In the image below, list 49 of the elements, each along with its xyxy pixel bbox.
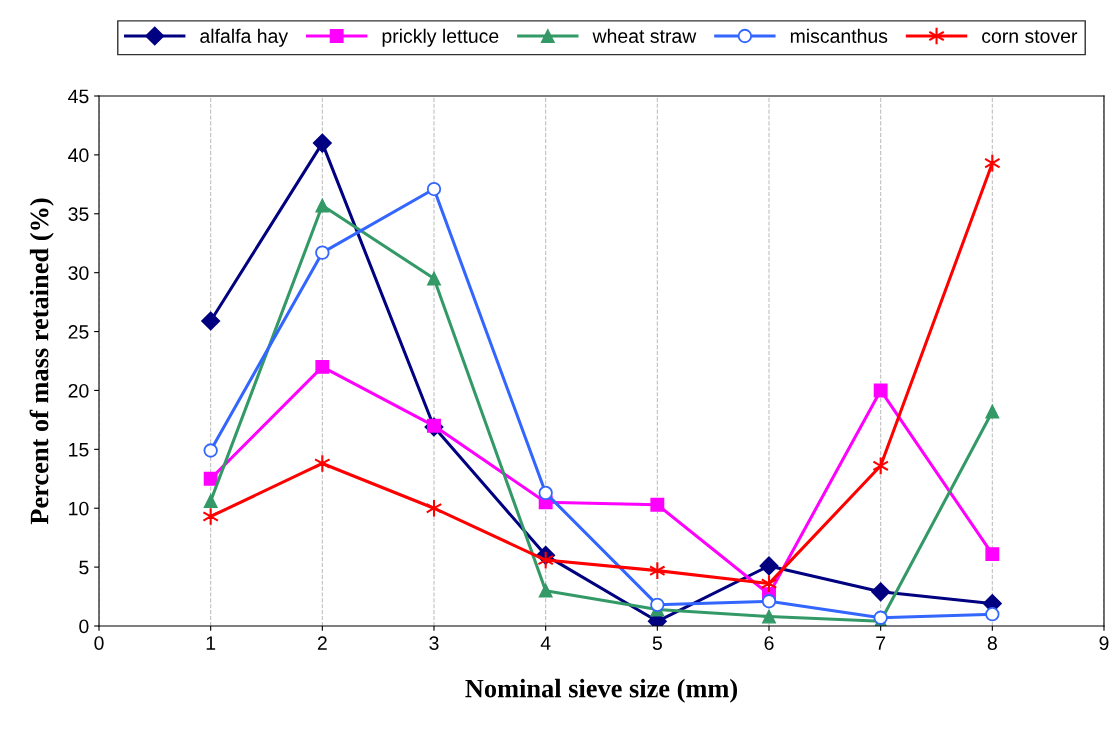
x-tick-label: 5	[652, 636, 662, 650]
point	[315, 245, 330, 260]
point	[427, 271, 441, 286]
x-tick-label: 2	[317, 636, 327, 650]
point	[315, 198, 330, 213]
point	[871, 582, 891, 602]
y-tick-label: 15	[69, 443, 89, 457]
legend-label: corn stover	[982, 30, 1078, 43]
y-tick-label: 10	[69, 501, 89, 516]
x-tick-label: 6	[764, 636, 774, 650]
point	[201, 311, 221, 331]
legend-label: alfalfa hay	[200, 28, 289, 47]
point	[203, 443, 218, 458]
x-tick-label: 3	[429, 636, 439, 650]
y-tick-label: 0	[79, 619, 89, 634]
x-tick-label: 8	[987, 636, 997, 650]
y-tick-label: 5	[79, 560, 89, 575]
y-axis-title: Percent of mass retained (%)	[29, 198, 54, 525]
x-tick-label: 0	[94, 636, 104, 650]
x-tick-label: 1	[206, 636, 216, 650]
y-tick-label: 35	[68, 207, 89, 222]
point	[762, 609, 776, 624]
x-tick-label: 7	[876, 636, 886, 650]
point	[650, 497, 665, 512]
point	[873, 383, 888, 398]
legend-label: wheat straw	[592, 28, 697, 43]
legend-label: miscanthus	[790, 28, 888, 43]
point	[315, 359, 330, 374]
point	[312, 133, 332, 153]
x-tick-label: 4	[540, 636, 551, 650]
point	[650, 597, 665, 612]
point	[985, 607, 1000, 622]
legend-label: prickly lettuce	[382, 28, 499, 47]
y-tick-label: 25	[68, 325, 89, 339]
y-tick-label: 40	[68, 148, 89, 163]
x-axis-title: Nominal sieve size (mm)	[465, 678, 738, 703]
point	[203, 494, 218, 509]
point	[759, 556, 779, 576]
point	[985, 404, 1000, 419]
point	[538, 583, 553, 598]
y-tick-label: 45	[68, 89, 89, 104]
x-tick-label: 9	[1099, 636, 1109, 650]
point	[203, 471, 218, 486]
point	[538, 485, 553, 501]
point	[761, 594, 777, 609]
point	[426, 181, 442, 197]
y-tick-label: 30	[68, 266, 89, 280]
y-tick-label: 20	[68, 383, 89, 398]
point	[985, 547, 1000, 562]
